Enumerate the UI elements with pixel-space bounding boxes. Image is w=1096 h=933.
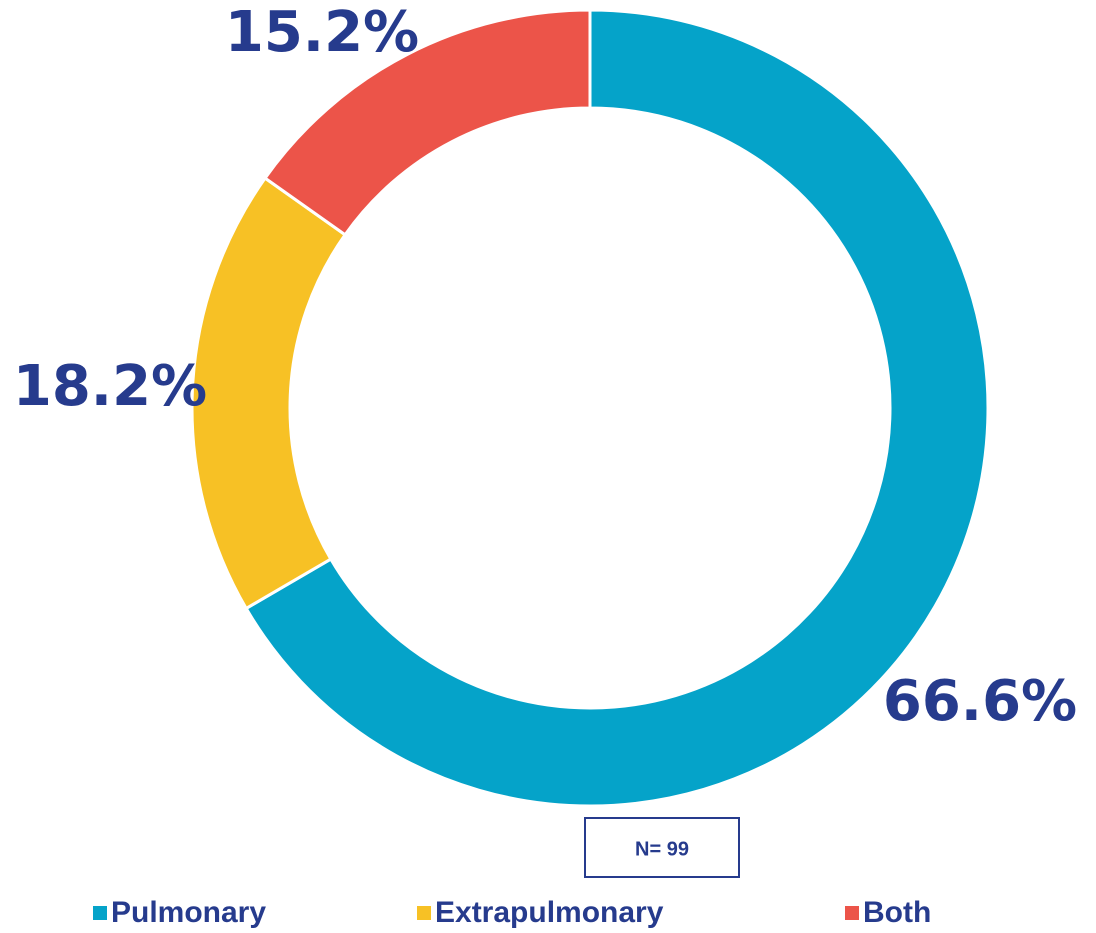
data-label: 66.6%: [883, 669, 1077, 734]
legend-swatch: [93, 906, 107, 920]
donut-slice: [263, 8, 592, 237]
data-label: 15.2%: [225, 0, 419, 65]
legend-label: Extrapulmonary: [435, 896, 664, 929]
legend-swatch: [845, 906, 859, 920]
annotation-box: [584, 817, 740, 878]
data-label: 18.2%: [13, 354, 207, 419]
legend-label: Pulmonary: [111, 896, 266, 929]
legend-swatch: [417, 906, 431, 920]
donut-slice: [244, 8, 990, 808]
donut-slice: [190, 176, 348, 611]
annotation: N= 99: [635, 838, 689, 860]
legend-label: Both: [863, 896, 931, 929]
